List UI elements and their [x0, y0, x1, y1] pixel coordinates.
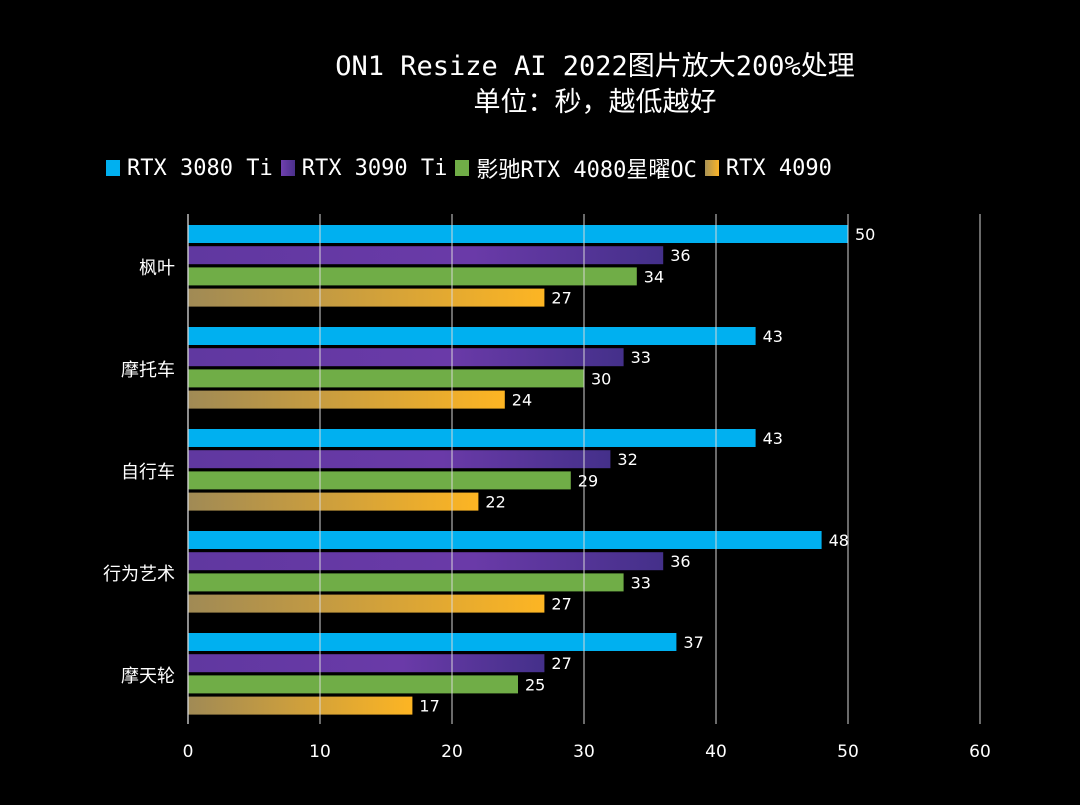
data-label: 34 — [644, 267, 664, 286]
data-label: 27 — [551, 289, 571, 308]
bar — [188, 633, 677, 651]
y-category-label: 自行车 — [121, 462, 175, 483]
legend: RTX 3080 Ti RTX 3090 Ti 影驰RTX 4080星曜OC R… — [106, 152, 840, 184]
bar — [188, 675, 518, 694]
bar — [188, 390, 505, 409]
data-label: 22 — [485, 493, 505, 512]
x-tick-label: 20 — [441, 742, 463, 762]
legend-swatch — [280, 160, 295, 176]
data-label: 33 — [631, 348, 651, 367]
data-label: 33 — [631, 573, 651, 592]
legend-swatch — [106, 160, 120, 176]
x-tick-label: 30 — [573, 742, 595, 762]
chart-subtitle: 单位：秒，越低越好 — [473, 87, 717, 118]
data-label: 43 — [763, 327, 783, 346]
data-label: 27 — [551, 654, 571, 673]
data-label: 32 — [617, 450, 637, 469]
bar — [188, 288, 545, 307]
legend-label: 影驰RTX 4080星曜OC — [476, 158, 697, 183]
bar — [188, 471, 571, 490]
x-tick-label: 60 — [969, 742, 991, 762]
legend-label: RTX 3090 Ti — [301, 155, 448, 181]
data-label: 29 — [578, 471, 598, 490]
legend-item: 影驰RTX 4080星曜OC — [455, 152, 697, 184]
legend-swatch — [704, 160, 719, 176]
data-label: 50 — [855, 225, 875, 244]
y-category-label: 摩天轮 — [121, 666, 175, 687]
bar — [188, 369, 584, 388]
data-label: 30 — [591, 369, 611, 388]
bar — [188, 327, 756, 345]
bar — [188, 348, 624, 367]
bar — [188, 267, 637, 286]
y-category-label: 摩托车 — [121, 360, 175, 381]
y-category-label: 枫叶 — [139, 258, 175, 279]
legend-label: RTX 3080 Ti — [127, 155, 273, 181]
data-label: 17 — [419, 697, 439, 716]
bar — [188, 696, 413, 715]
data-label: 36 — [670, 552, 690, 571]
x-tick-label: 40 — [705, 742, 727, 762]
legend-swatch — [455, 160, 470, 176]
bar — [188, 450, 611, 469]
bar — [188, 492, 479, 511]
y-category-label: 行为艺术 — [103, 564, 175, 585]
x-tick-label: 10 — [309, 742, 331, 762]
data-label: 37 — [683, 633, 703, 652]
bar — [188, 573, 624, 592]
bar — [188, 225, 848, 243]
data-label: 25 — [525, 675, 545, 694]
legend-item: RTX 3090 Ti — [280, 155, 448, 181]
bar — [188, 654, 545, 673]
legend-label: RTX 4090 — [725, 155, 832, 181]
bar — [188, 552, 664, 571]
data-label: 43 — [763, 429, 783, 448]
data-label: 24 — [512, 391, 532, 410]
bar — [188, 531, 822, 549]
x-tick-label: 50 — [837, 742, 859, 762]
chart-title: ON1 Resize AI 2022图片放大200%处理 — [335, 51, 855, 82]
bar — [188, 246, 664, 265]
data-label: 27 — [551, 595, 571, 614]
bar — [188, 594, 545, 613]
legend-item: RTX 4090 — [704, 155, 832, 181]
legend-item: RTX 3080 Ti — [106, 156, 273, 181]
data-label: 48 — [829, 531, 849, 550]
bar — [188, 429, 756, 447]
data-label: 36 — [670, 246, 690, 265]
x-tick-label: 0 — [183, 742, 194, 762]
